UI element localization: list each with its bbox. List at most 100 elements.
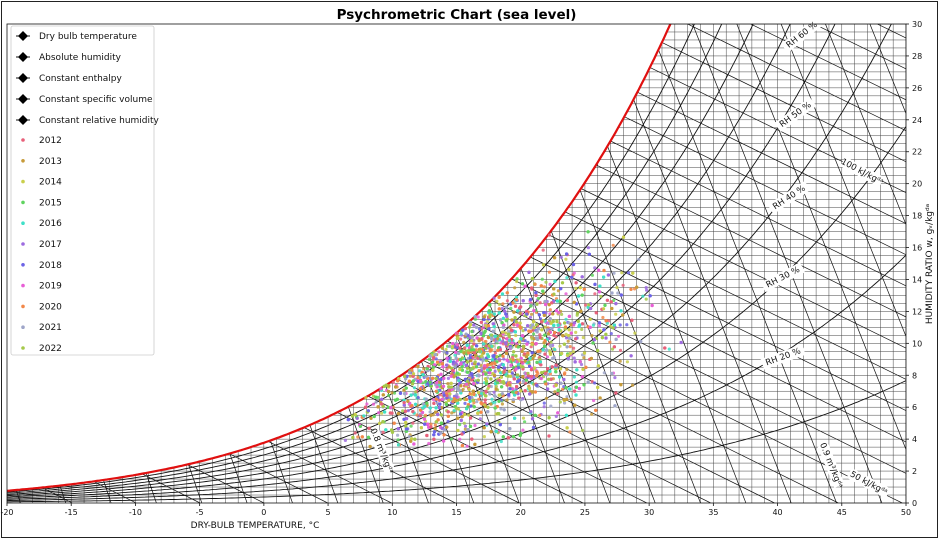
data-point (539, 284, 543, 288)
data-point (520, 349, 524, 353)
data-point (641, 294, 645, 298)
data-point (428, 406, 432, 410)
x-tick-label: 35 (708, 508, 718, 517)
enthalpy-line (141, 473, 201, 503)
data-point (500, 402, 504, 406)
data-point (476, 411, 480, 415)
y-tick-label: 10 (912, 339, 922, 348)
data-point (484, 372, 488, 376)
data-point (496, 348, 500, 352)
data-point (621, 235, 626, 239)
data-point (515, 279, 519, 284)
data-point (402, 417, 406, 421)
data-point (365, 402, 369, 406)
enthalpy-line (187, 464, 265, 503)
data-point (605, 321, 609, 325)
data-point (469, 358, 473, 363)
data-point (442, 350, 446, 354)
data-point (434, 376, 438, 381)
data-point (530, 277, 535, 281)
data-point (518, 325, 522, 329)
data-point (559, 255, 563, 259)
data-point (478, 417, 482, 421)
legend-series-marker (21, 242, 25, 246)
data-point (432, 356, 436, 360)
data-point (459, 418, 463, 422)
data-point (446, 410, 450, 414)
data-point (456, 336, 460, 340)
data-point (514, 333, 518, 338)
data-point (554, 363, 558, 367)
data-point (542, 401, 546, 405)
data-point (605, 298, 610, 302)
data-point (569, 398, 573, 402)
data-point (473, 442, 477, 446)
data-point (465, 360, 469, 364)
data-point (528, 315, 533, 319)
data-point (457, 351, 461, 355)
data-point (532, 309, 536, 313)
data-point (475, 336, 479, 340)
data-point (431, 368, 435, 372)
data-point (534, 323, 539, 327)
data-point (500, 392, 504, 396)
x-tick-label: -15 (65, 508, 78, 517)
data-point (565, 395, 569, 399)
data-point (445, 363, 449, 367)
data-point (392, 391, 397, 395)
data-point (602, 268, 606, 273)
data-point (553, 348, 557, 352)
data-point (519, 337, 523, 341)
data-point (447, 398, 451, 402)
data-point (437, 398, 442, 402)
data-point (499, 407, 503, 411)
x-axis-label: DRY-BULB TEMPERATURE, °C (191, 521, 320, 531)
data-point (493, 394, 497, 398)
data-point (455, 371, 459, 375)
x-tick-label: 45 (837, 508, 847, 517)
data-point (501, 325, 505, 329)
data-point (456, 387, 460, 391)
data-point (487, 327, 491, 331)
data-point (567, 267, 571, 272)
data-point (446, 376, 450, 380)
data-point (474, 325, 479, 329)
data-point (511, 301, 515, 305)
data-point (564, 257, 568, 261)
data-point (536, 327, 541, 331)
data-point (479, 389, 483, 393)
data-point (578, 360, 582, 364)
annotation-bg (760, 262, 805, 293)
data-point (514, 319, 518, 323)
data-point (469, 348, 473, 352)
data-point (481, 326, 485, 330)
data-point (597, 290, 602, 294)
enthalpy-line (469, 320, 839, 503)
data-point (433, 353, 438, 357)
data-point (462, 351, 466, 355)
rh-curve (7, 126, 906, 500)
data-point (464, 332, 468, 336)
data-point (552, 287, 556, 291)
data-point (429, 422, 433, 426)
data-point (593, 292, 597, 296)
data-point (404, 386, 408, 390)
data-point (563, 325, 568, 329)
data-point (486, 324, 490, 328)
data-point (416, 375, 420, 380)
data-point (523, 381, 528, 385)
data-point (501, 435, 505, 439)
rh-curve (7, 24, 791, 497)
data-point (508, 326, 512, 330)
data-point (588, 325, 592, 329)
data-point (521, 334, 525, 338)
data-point (542, 285, 547, 289)
enthalpy-line (229, 453, 328, 503)
data-point (611, 243, 615, 247)
data-point (538, 360, 542, 364)
data-point (516, 373, 520, 377)
data-point (533, 413, 537, 417)
data-point (490, 333, 494, 337)
data-point (467, 325, 471, 329)
